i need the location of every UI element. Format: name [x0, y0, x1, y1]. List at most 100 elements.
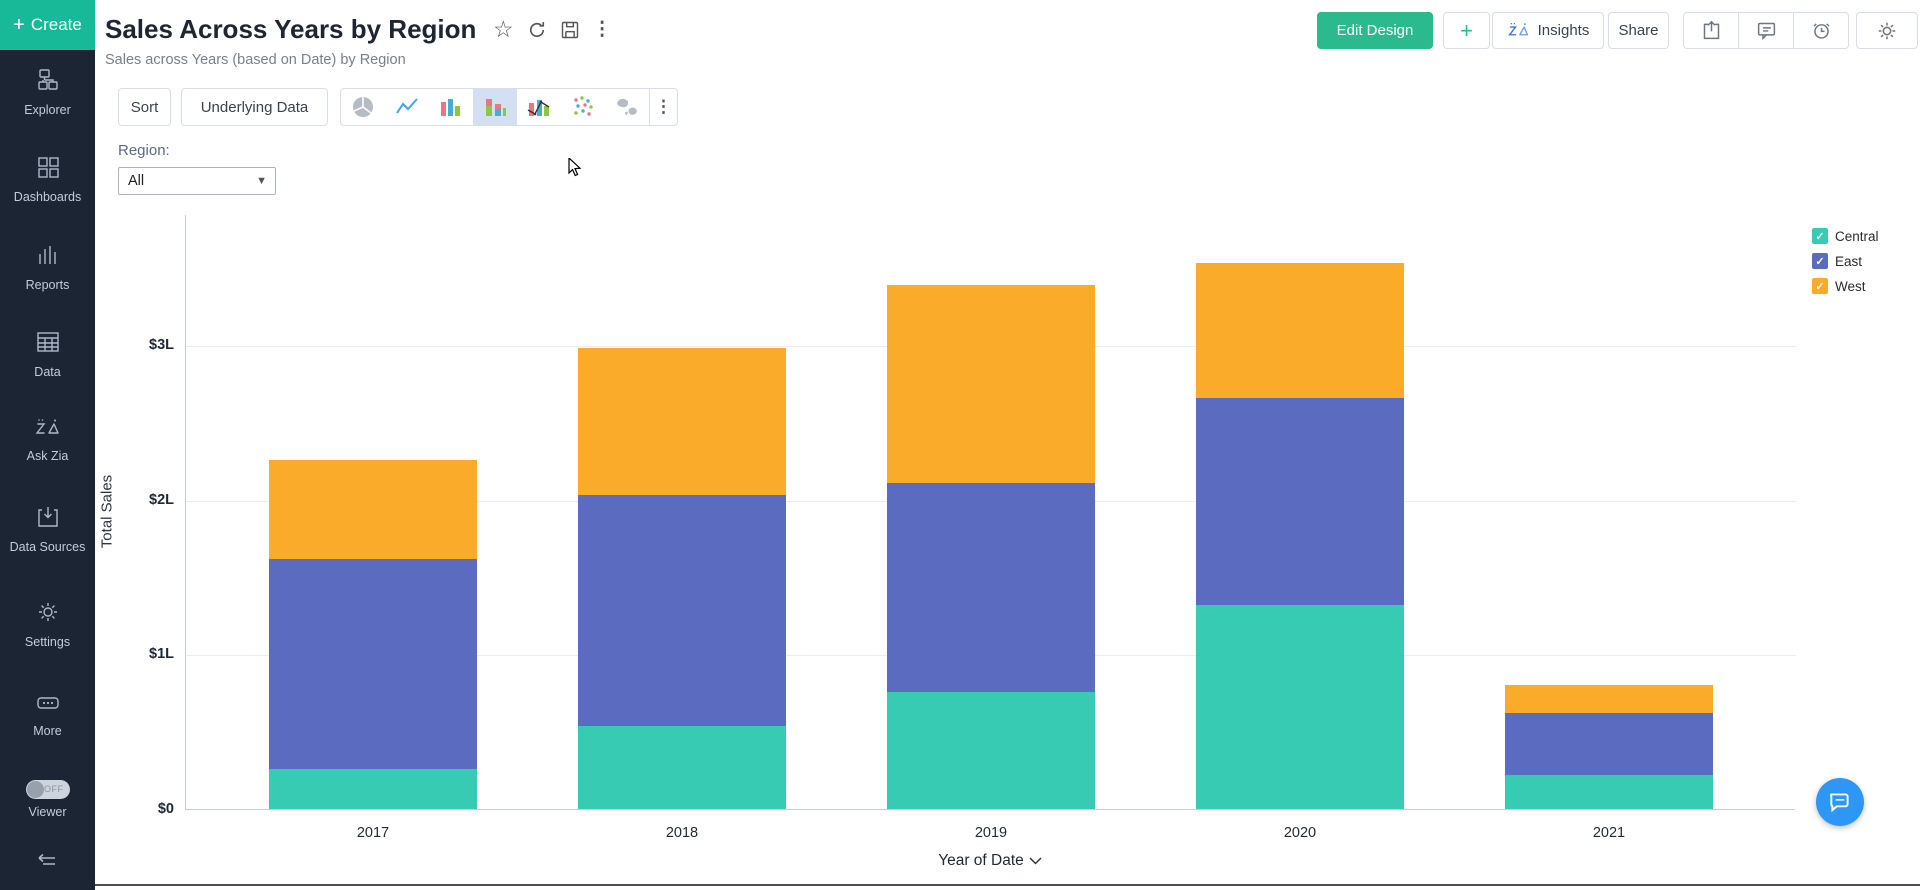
bar-segment-west-2019[interactable] — [887, 285, 1095, 483]
y-tick-label: $0 — [157, 801, 174, 817]
scheduled-alerts-button[interactable] — [1793, 13, 1848, 48]
bar-segment-west-2018[interactable] — [578, 348, 786, 496]
x-tick-label: 2021 — [1592, 825, 1626, 841]
legend-checkbox[interactable]: ✓ — [1812, 228, 1828, 244]
sidebar-item-reports[interactable]: Reports — [0, 243, 95, 293]
sidebar-item-dashboards[interactable]: Dashboards — [0, 155, 95, 205]
legend-label: West — [1835, 278, 1866, 294]
stacked-bar-chart-icon[interactable] — [473, 89, 517, 125]
bar-segment-east-2019[interactable] — [887, 482, 1095, 692]
share-button[interactable]: Share — [1608, 12, 1669, 49]
bar-2021[interactable] — [1505, 214, 1713, 809]
gear-icon — [36, 600, 60, 629]
chat-bubble-icon — [1830, 793, 1849, 813]
sidebar-item-explorer[interactable]: Explorer — [0, 68, 95, 118]
favorite-star-icon[interactable]: ☆ — [493, 16, 514, 42]
data-sources-icon — [36, 505, 60, 534]
scatter-chart-icon[interactable] — [561, 89, 605, 125]
page-title: Sales Across Years by Region — [105, 14, 477, 44]
bar-2018[interactable] — [578, 214, 786, 809]
bar-2019[interactable] — [887, 214, 1095, 809]
y-tick-label: $3L — [149, 337, 174, 354]
bar-segment-central-2019[interactable] — [887, 691, 1095, 809]
edit-design-button[interactable]: Edit Design — [1317, 12, 1433, 49]
sidebar-item-label: More — [33, 723, 62, 738]
bar-segment-east-2017[interactable] — [269, 558, 477, 769]
save-icon[interactable] — [560, 20, 580, 40]
line-chart-icon[interactable] — [385, 89, 429, 125]
bar-segment-west-2017[interactable] — [269, 459, 477, 559]
chart-plot-area: 2017 2018 2019 2020 2021 — [185, 214, 1796, 841]
bar-segment-west-2021[interactable] — [1505, 685, 1713, 714]
chat-support-button[interactable] — [1816, 778, 1864, 826]
viewer-label: Viewer — [28, 805, 67, 819]
region-filter-select[interactable]: All ▼ — [118, 167, 276, 195]
comments-button[interactable] — [1738, 13, 1793, 48]
bar-segment-central-2021[interactable] — [1505, 775, 1713, 809]
collapse-sidebar-button[interactable] — [0, 852, 95, 870]
bar-chart-icon[interactable] — [429, 89, 473, 125]
bar-segment-central-2017[interactable] — [269, 768, 477, 809]
comment-icon — [1757, 22, 1775, 41]
refresh-icon[interactable] — [527, 20, 547, 40]
bar-2020[interactable] — [1196, 214, 1404, 809]
sidebar-item-more[interactable]: More — [0, 693, 95, 739]
region-filter-label: Region: — [118, 142, 170, 159]
bar-segment-central-2018[interactable] — [578, 725, 786, 809]
sidebar-item-data[interactable]: Data — [0, 330, 95, 380]
sidebar-item-label: Data — [34, 364, 61, 379]
legend-checkbox[interactable]: ✓ — [1812, 278, 1828, 294]
settings-button[interactable] — [1856, 12, 1918, 49]
x-tick-label: 2020 — [1283, 825, 1317, 841]
bar-segment-east-2021[interactable] — [1505, 713, 1713, 775]
chevron-down-icon: ▼ — [256, 175, 267, 187]
toggle-state-label: OFF — [44, 784, 64, 794]
title-actions: ☆ ⋮ — [493, 18, 612, 41]
sort-button[interactable]: Sort — [118, 88, 171, 126]
bar-segment-west-2020[interactable] — [1196, 263, 1404, 398]
page-subtitle: Sales across Years (based on Date) by Re… — [105, 52, 406, 68]
sidebar-item-ask-zia[interactable]: Ask Zia — [0, 418, 95, 464]
chevron-down-icon — [1029, 857, 1042, 865]
zia-insights-icon — [1507, 23, 1528, 36]
legend-item-central[interactable]: ✓ Central — [1812, 228, 1879, 244]
pie-chart-icon[interactable] — [341, 89, 385, 125]
legend-checkbox[interactable]: ✓ — [1812, 253, 1828, 269]
x-axis-dimension-control[interactable]: Year of Date — [185, 852, 1795, 870]
map-chart-icon[interactable] — [605, 89, 649, 125]
export-button[interactable] — [1684, 13, 1738, 48]
y-tick-label: $1L — [149, 646, 174, 663]
create-button[interactable]: + Create — [0, 0, 95, 50]
y-axis-title: Total Sales — [98, 474, 116, 549]
more-icon — [35, 693, 61, 718]
legend-label: Central — [1835, 228, 1879, 244]
legend-item-east[interactable]: ✓ East — [1812, 253, 1879, 269]
underlying-data-button[interactable]: Underlying Data — [181, 88, 328, 126]
bar-segment-east-2018[interactable] — [578, 495, 786, 726]
mouse-cursor — [568, 156, 586, 183]
zia-insights-button[interactable]: Insights — [1492, 12, 1604, 49]
sidebar-item-label: Data Sources — [9, 539, 86, 554]
x-tick-label: 2019 — [974, 825, 1008, 841]
sidebar-item-settings[interactable]: Settings — [0, 600, 95, 650]
sidebar-item-label: Explorer — [24, 102, 71, 117]
x-tick-label: 2017 — [356, 825, 390, 841]
dashboards-icon — [36, 155, 60, 184]
combo-chart-icon[interactable] — [517, 89, 561, 125]
sidebar-item-data-sources[interactable]: Data Sources — [0, 505, 95, 555]
bar-segment-central-2020[interactable] — [1196, 605, 1404, 809]
more-chart-types-icon[interactable]: ⋮ — [649, 89, 677, 125]
add-button[interactable]: + — [1443, 12, 1490, 49]
bar-segment-east-2020[interactable] — [1196, 397, 1404, 605]
viewer-toggle[interactable]: OFF — [25, 780, 70, 799]
legend-item-west[interactable]: ✓ West — [1812, 278, 1879, 294]
insights-label: Insights — [1537, 22, 1590, 39]
alarm-clock-icon — [1813, 23, 1829, 39]
bottom-divider — [95, 884, 1920, 886]
bar-2017[interactable] — [269, 214, 477, 809]
viewer-toggle-block: OFF Viewer — [0, 780, 95, 819]
more-options-icon[interactable]: ⋮ — [592, 19, 612, 40]
secondary-actions-group — [1683, 12, 1849, 49]
region-filter-value: All — [128, 173, 145, 189]
